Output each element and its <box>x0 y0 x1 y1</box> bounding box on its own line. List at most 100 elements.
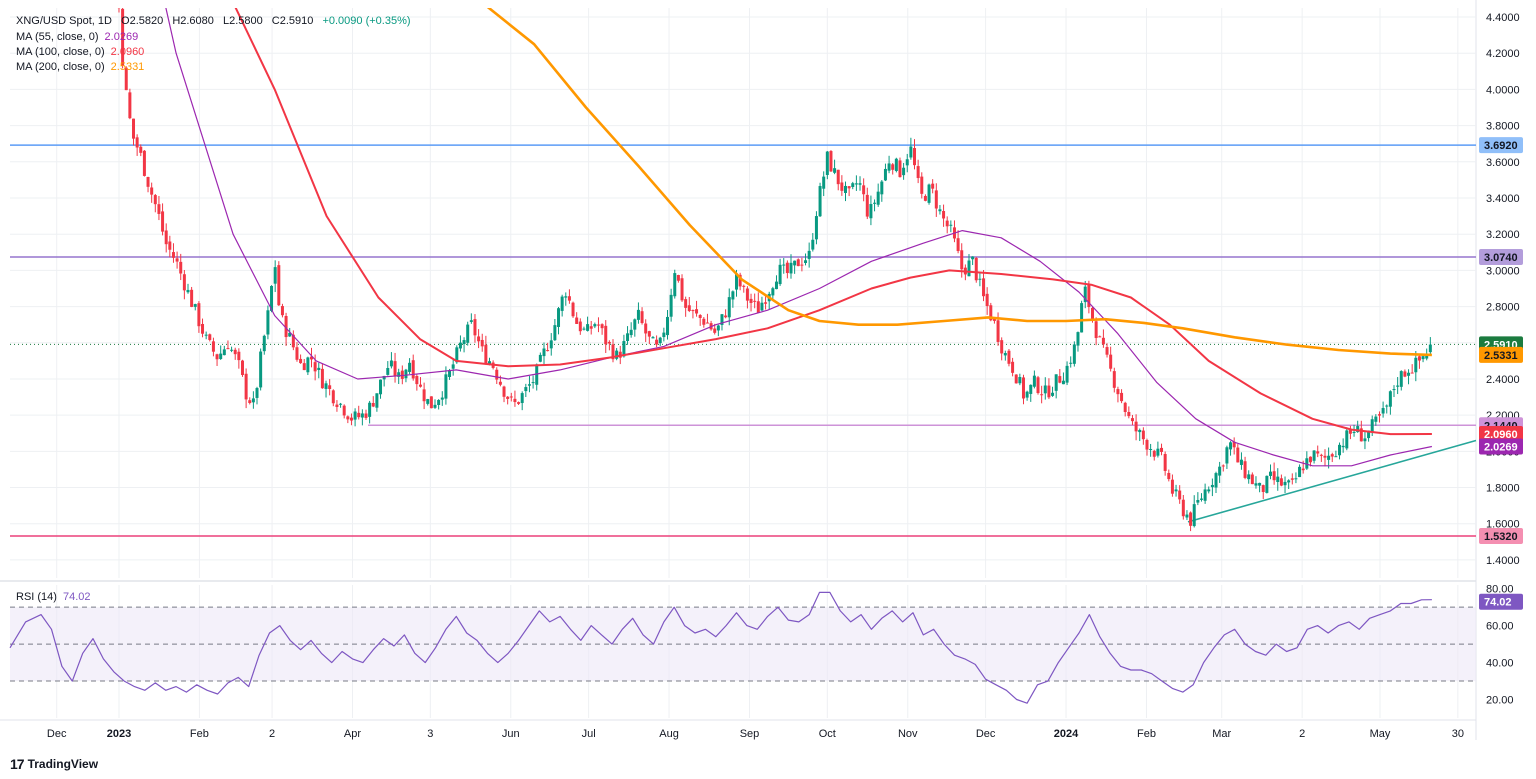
price-tag-text: 3.6920 <box>1484 140 1518 152</box>
candle-body <box>695 309 699 314</box>
candle-body <box>843 185 847 193</box>
candle-body <box>306 357 310 373</box>
candle-body <box>662 332 666 338</box>
price-tag-bg <box>1479 438 1523 455</box>
price-tag-text: 3.0740 <box>1484 252 1518 264</box>
candle-body <box>1149 448 1153 450</box>
candle-body <box>386 367 390 375</box>
candle-body <box>444 374 448 399</box>
candle-body <box>1218 466 1222 476</box>
candle-body <box>411 360 415 379</box>
candle-body <box>811 239 815 250</box>
candle-body <box>1414 357 1418 373</box>
candle-body <box>691 310 695 312</box>
candle-body <box>840 182 844 191</box>
candle-body <box>1196 500 1200 503</box>
ma55-line <box>165 8 1433 467</box>
candle-body <box>313 362 317 372</box>
candle-body <box>1040 394 1044 396</box>
candle-body <box>1109 354 1113 369</box>
candle-body <box>182 274 186 291</box>
candle-body <box>150 187 154 195</box>
ma100-line <box>234 8 1432 436</box>
candle-body <box>800 264 804 266</box>
rsi-value: 74.02 <box>62 591 91 603</box>
time-tick-label: 2024 <box>1054 728 1079 740</box>
candle-body <box>1338 444 1342 456</box>
candle-body <box>898 160 902 178</box>
tradingview-footer[interactable]: 17 TradingView <box>10 756 98 772</box>
candle-body <box>760 302 764 311</box>
candle-body <box>1167 472 1171 480</box>
candle-body <box>593 324 597 327</box>
candle-body <box>426 399 430 404</box>
candle-body <box>448 370 452 377</box>
candle-body <box>1330 454 1334 457</box>
candle-body <box>1163 453 1167 471</box>
candle-body <box>273 267 277 284</box>
candle-body <box>248 400 252 403</box>
candle-body <box>753 300 757 302</box>
candle-body <box>676 275 680 281</box>
candle-body <box>1214 473 1218 488</box>
ma55-legend[interactable]: MA (55, close, 0) 2.0269 <box>16 30 138 45</box>
candle-body <box>1377 414 1381 416</box>
candle-body <box>684 299 688 308</box>
symbol-title[interactable]: XNG/USD Spot, 1D <box>16 15 112 27</box>
candle-body <box>665 316 669 336</box>
candle-body <box>280 306 284 316</box>
candle-body <box>164 230 168 245</box>
candle-body <box>1417 356 1421 361</box>
candle-body <box>971 256 975 260</box>
candle-body <box>299 358 303 364</box>
candle-body <box>1359 428 1363 442</box>
candle-body <box>1072 344 1076 364</box>
price-tick-label: 3.4000 <box>1486 193 1520 205</box>
candle-body <box>633 319 637 330</box>
candle-body <box>244 373 248 400</box>
candle-body <box>934 190 938 209</box>
candle-body <box>353 411 357 420</box>
rsi-legend[interactable]: RSI (14) 74.02 <box>16 590 91 605</box>
rsi-value-tag-text: 74.02 <box>1484 597 1512 609</box>
price-tag-bg <box>1479 137 1523 154</box>
candle-body <box>197 303 201 327</box>
candle-body <box>796 259 800 267</box>
ma200-legend[interactable]: MA (200, close, 0) 2.5331 <box>16 60 144 75</box>
candle-body <box>121 8 125 66</box>
candle-body <box>1396 385 1400 387</box>
candle-body <box>1265 475 1269 493</box>
candle-body <box>484 344 488 364</box>
candle-body <box>978 278 982 280</box>
candle-body <box>582 328 586 330</box>
ohlc-high: H2.6080 <box>172 15 214 27</box>
candle-body <box>1101 337 1105 345</box>
candle-body <box>636 309 640 320</box>
time-tick-label: Apr <box>344 728 361 740</box>
candle-body <box>513 398 517 403</box>
candle-body <box>865 194 869 217</box>
time-tick-label: Feb <box>190 728 209 740</box>
candle-body <box>785 262 789 274</box>
candle-body <box>1051 392 1055 396</box>
candle-body <box>1247 474 1251 480</box>
candle-body <box>1181 499 1185 517</box>
candle-body <box>880 181 884 195</box>
ma100-legend[interactable]: MA (100, close, 0) 2.0960 <box>16 45 144 60</box>
candle-body <box>1043 385 1047 394</box>
candle-body <box>1243 461 1247 478</box>
candle-body <box>542 348 546 357</box>
candle-body <box>1160 447 1164 452</box>
candle-body <box>720 314 724 325</box>
candle-body <box>851 183 855 187</box>
candle-body <box>626 333 630 342</box>
candle-body <box>1025 391 1029 398</box>
candle-body <box>596 324 600 326</box>
candle-body <box>1083 286 1087 303</box>
candle-body <box>1003 353 1007 356</box>
candle-body <box>546 350 550 352</box>
candle-body <box>1258 482 1262 486</box>
candle-body <box>1410 372 1414 374</box>
candle-body <box>960 250 964 270</box>
